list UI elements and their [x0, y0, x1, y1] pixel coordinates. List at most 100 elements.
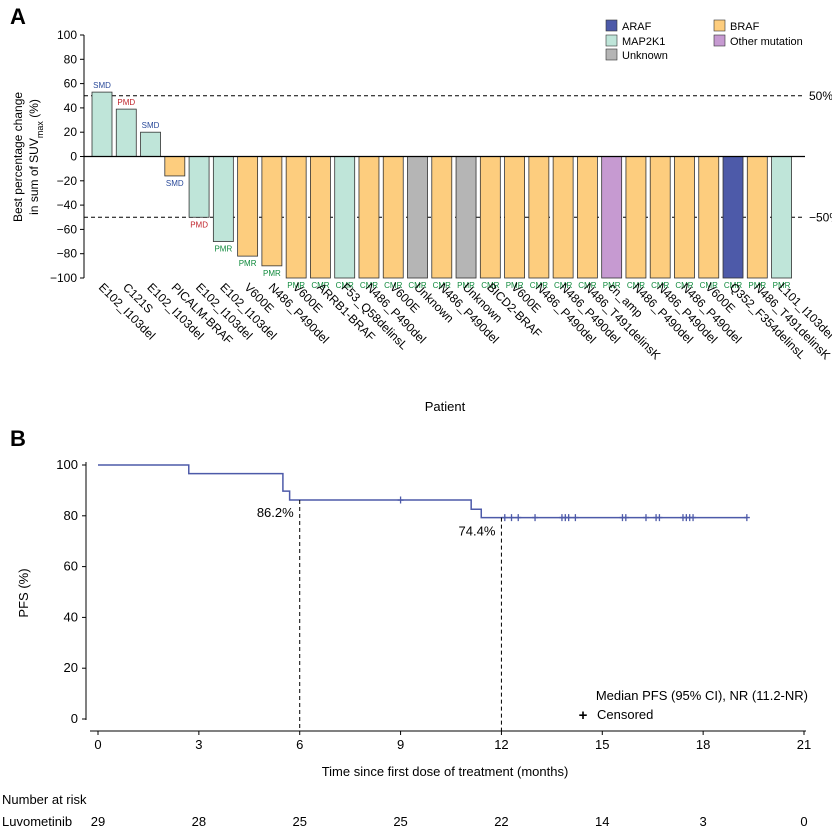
y-title-prefix: in sum of SUV [27, 138, 41, 215]
response-label: PMD [117, 98, 135, 107]
waterfall-chart: 50% −50% SMD PMD SMD SMD PMD PMR PMR PMR PMR CMR CM… [11, 19, 832, 414]
risk-count: 22 [494, 814, 508, 829]
risk-table-title: Number at risk [2, 792, 87, 807]
bar [285, 156, 307, 279]
bar [504, 156, 525, 279]
km-x-tick-label: 21 [797, 737, 811, 752]
km-x-tick-label: 15 [595, 737, 609, 752]
y-tick-label: 0 [70, 150, 77, 164]
response-label: CMR [554, 281, 572, 290]
km-x-tick-label: 0 [94, 737, 101, 752]
legend-label: MAP2K1 [622, 36, 665, 48]
km-x-tick-label: 12 [494, 737, 508, 752]
bar [382, 156, 404, 279]
km-annotations: 86.2% 74.4% [257, 500, 502, 731]
km-chart: 0 20 40 60 80 100 0 3 6 9 12 15 18 21 86.2% 74.4% Time… [2, 457, 811, 829]
y-title-suffix: (%) [27, 99, 41, 121]
bar [674, 156, 695, 279]
y-tick-label: 20 [64, 125, 78, 139]
y-title-line1: Best percentage change [11, 92, 25, 222]
response-label: PMR [287, 281, 305, 290]
bar [358, 156, 380, 279]
censor-mark [743, 514, 750, 522]
censor-mark [397, 496, 404, 504]
response-label: CMR [311, 281, 329, 290]
panel-label-b: B [10, 426, 26, 451]
response-label: CMR [627, 281, 645, 290]
bar [577, 156, 598, 279]
response-label: SMD [142, 121, 160, 130]
km-y-tick-label: 80 [64, 508, 78, 523]
legend-swatch [605, 48, 618, 61]
bar [431, 156, 453, 279]
y-tick-label: −80 [57, 247, 78, 261]
censor-mark [532, 514, 539, 522]
y-tick-label: 40 [64, 101, 78, 115]
km-y-tick-label: 40 [64, 609, 78, 624]
bar [188, 156, 210, 218]
censor-mark [572, 514, 579, 522]
risk-count: 25 [292, 814, 306, 829]
reference-line-label-1: −50% [809, 210, 832, 224]
bar [698, 156, 720, 279]
km-x-tick-label: 6 [296, 737, 303, 752]
bar [455, 156, 477, 279]
waterfall-x-tick-labels: E102_I103delC121SE102_I103delPICALM-BRAF… [96, 280, 832, 362]
y-tick-label: 80 [64, 52, 78, 66]
bar [771, 156, 792, 279]
response-label: PMR [748, 281, 766, 290]
response-label: CMR [724, 281, 742, 290]
response-label: CMR [651, 281, 669, 290]
km-curve-group [98, 464, 750, 522]
legend-swatch [605, 19, 618, 32]
bar [115, 108, 137, 157]
censor-mark [690, 514, 697, 522]
response-label: CMR [700, 281, 718, 290]
response-label: PMR [773, 281, 791, 290]
km-censored-legend-label: Censored [597, 707, 653, 722]
km-y-tick-label: 100 [56, 457, 78, 472]
km-y-tick-label: 60 [64, 559, 78, 574]
risk-count: 0 [800, 814, 807, 829]
response-label: PMD [190, 220, 208, 229]
bar [479, 156, 501, 279]
y-tick-label: −100 [50, 271, 77, 285]
bar [528, 156, 550, 279]
km-y-tick-label: 20 [64, 660, 78, 675]
km-x-tick-label: 18 [696, 737, 710, 752]
bar [625, 156, 647, 279]
censor-mark [515, 514, 522, 522]
legend-label: ARAF [622, 21, 652, 33]
response-label: PMR [214, 245, 232, 254]
censor-mark [565, 514, 572, 522]
response-label: CMR [675, 281, 693, 290]
bar [649, 156, 671, 279]
risk-count: 14 [595, 814, 609, 829]
risk-count: 3 [700, 814, 707, 829]
response-label: PMR [457, 281, 475, 290]
waterfall-bars: SMD PMD SMD SMD PMD PMR PMR PMR PMR CMR CMR CMR CMR C… [84, 81, 805, 290]
response-label: CMR [481, 281, 499, 290]
censor-mark [508, 514, 515, 522]
km-y-tick-label: 0 [71, 711, 78, 726]
y-tick-label: 60 [64, 77, 78, 91]
risk-count: 25 [393, 814, 407, 829]
bar [722, 156, 744, 279]
response-label: CMR [360, 281, 378, 290]
response-label: CMR [578, 281, 596, 290]
y-tick-label: −40 [57, 198, 78, 212]
legend-swatch [713, 19, 726, 32]
response-label: PMR [603, 281, 621, 290]
legend-label: Unknown [622, 50, 668, 62]
bar [334, 156, 356, 279]
y-tick-label: −20 [57, 174, 78, 188]
bar [601, 156, 623, 279]
km-curve [98, 464, 747, 519]
waterfall-x-axis-title: Patient [425, 399, 466, 414]
risk-table: Number at risk Luvometinib 29 28 25 25 22 14 3… [2, 792, 808, 829]
response-label: CMR [336, 281, 354, 290]
km-annotation-label: 86.2% [257, 505, 294, 520]
risk-count: 29 [91, 814, 105, 829]
bar [212, 156, 234, 242]
